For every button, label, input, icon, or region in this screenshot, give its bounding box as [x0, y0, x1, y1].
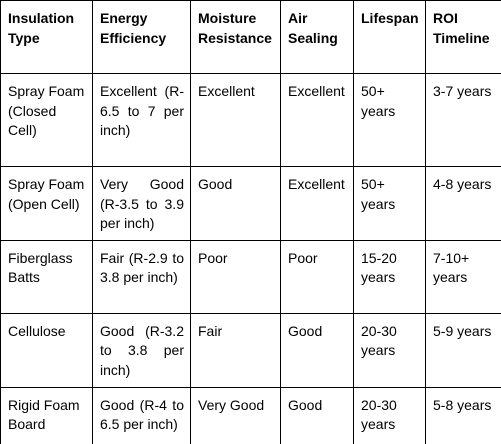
table-cell: Rigid Foam Board: [0, 386, 93, 444]
table-cell: 7-10+ years: [425, 239, 501, 314]
table-cell: 5-8 years: [425, 386, 501, 444]
table-cell: Fair (R-2.9 to 3.8 per inch): [92, 239, 191, 314]
table-cell: Spray Foam (Open Cell): [0, 166, 93, 241]
table-cell: Very Good (R-3.5 to 3.9 per inch): [92, 166, 191, 241]
table-cell: 3-7 years: [425, 73, 501, 167]
table-cell: Fair: [190, 312, 281, 388]
table-cell: 20-30 years: [353, 312, 426, 388]
table-cell: Good (R-4 to 6.5 per inch): [92, 386, 191, 444]
table-cell: Poor: [280, 239, 354, 314]
table-row: Spray Foam (Closed Cell) Excellent (R-6.5…: [0, 73, 501, 167]
header-cell: Air Sealing: [280, 0, 354, 74]
table-cell: 50+ years: [353, 166, 426, 241]
table-row: Rigid Foam Board Good (R-4 to 6.5 per inc…: [0, 386, 501, 444]
header-row: Insulation Type Energy Efficiency Moisture…: [0, 0, 501, 74]
table-cell: Very Good: [190, 386, 281, 444]
table-cell: Excellent: [280, 73, 354, 167]
header-cell: Moisture Resistance: [190, 0, 281, 74]
table-cell: 4-8 years: [425, 166, 501, 241]
table-cell: Poor: [190, 239, 281, 314]
header-cell: Lifespan: [353, 0, 426, 74]
table-row: Spray Foam (Open Cell) Very Good (R-3.5 t…: [0, 166, 501, 241]
table-row: Fiberglass Batts Fair (R-2.9 to 3.8 per i…: [0, 239, 501, 314]
header-cell: ROI Timeline: [425, 0, 501, 74]
table-cell: Cellulose: [0, 312, 93, 388]
table-cell: 50+ years: [353, 73, 426, 167]
table-cell: Good: [190, 166, 281, 241]
table-cell: Excellent: [280, 166, 354, 241]
table-cell: Fiberglass Batts: [0, 239, 93, 314]
header-cell: Energy Efficiency: [92, 0, 191, 74]
table-cell: 15-20 years: [353, 239, 426, 314]
table-cell: 5-9 years: [425, 312, 501, 388]
table-row: Cellulose Good (R-3.2 to 3.8 per inch) Fai…: [0, 312, 501, 388]
table-cell: Spray Foam (Closed Cell): [0, 73, 93, 167]
table-cell: 20-30 years: [353, 386, 426, 444]
table-cell: Excellent: [190, 73, 281, 167]
header-cell: Insulation Type: [0, 0, 93, 74]
table-cell: Good (R-3.2 to 3.8 per inch): [92, 312, 191, 388]
table-cell: Excellent (R-6.5 to 7 per inch): [92, 73, 191, 167]
table-cell: Good: [280, 386, 354, 444]
table-cell: Good: [280, 312, 354, 388]
